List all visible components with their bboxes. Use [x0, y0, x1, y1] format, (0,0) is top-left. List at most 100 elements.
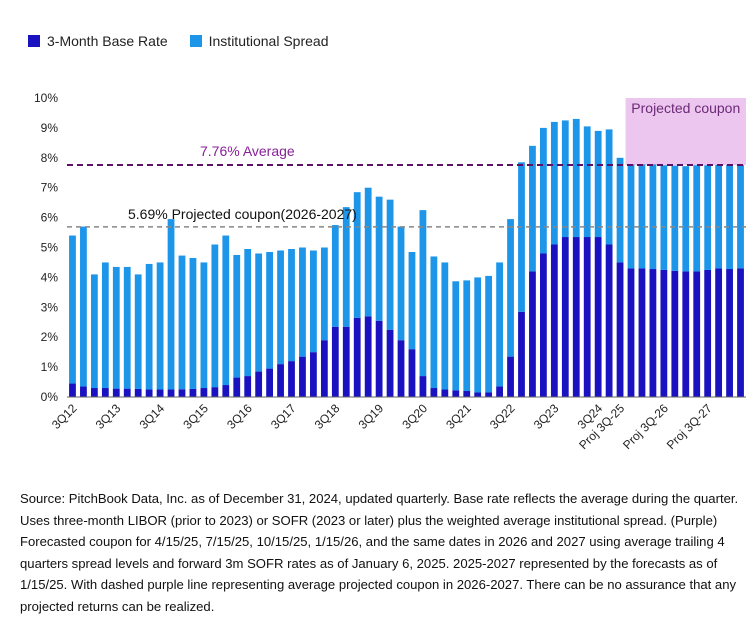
bar-spread: [649, 164, 657, 270]
average-line-label: 7.76% Average: [200, 143, 295, 159]
bar-spread: [474, 277, 482, 393]
y-tick-label: 1%: [41, 360, 59, 374]
bar-base-rate: [616, 262, 624, 397]
bar-spread: [80, 226, 87, 387]
bar-spread: [671, 165, 679, 271]
bar-spread: [682, 166, 690, 272]
bar-spread: [452, 281, 460, 391]
bar-base-rate: [90, 388, 98, 397]
legend-swatch-spread: [189, 35, 202, 47]
bar-spread: [375, 196, 383, 321]
x-tick-label: 3Q16: [224, 401, 255, 432]
bar-base-rate: [715, 268, 723, 397]
bar-base-rate: [178, 389, 186, 397]
bar-base-rate: [211, 387, 219, 397]
bar-spread: [704, 165, 712, 270]
bar-base-rate: [397, 340, 405, 397]
projected-region-label: Projected coupon: [631, 100, 740, 116]
bar-spread: [342, 207, 350, 327]
bar-base-rate: [310, 352, 317, 397]
bar-spread: [507, 219, 514, 357]
bar-base-rate: [342, 326, 350, 397]
y-tick-label: 10%: [34, 91, 58, 105]
projected-coupon-label: 5.69% Projected coupon(2026-2027): [128, 206, 357, 222]
bar-spread: [233, 254, 241, 378]
bar-spread: [211, 244, 219, 388]
bar-spread: [715, 164, 723, 269]
bar-base-rate: [189, 388, 197, 397]
bar-chart: 0% 1% 2% 3% 4% 5% 6% 7% 8% 9% 10% 3Q12 3Q13 3Q14 3Q15 3…: [34, 91, 746, 452]
legend-label-base-rate: 3-Month Base Rate: [47, 33, 168, 49]
bar-base-rate: [331, 326, 339, 397]
bar-spread: [90, 274, 98, 389]
bar-spread: [485, 275, 493, 393]
bar-base-rate: [145, 389, 153, 397]
bar-base-rate: [353, 317, 361, 397]
bar-base-rate: [134, 388, 142, 397]
x-tick-label: 3Q12: [49, 401, 80, 432]
bar-spread: [496, 262, 503, 387]
y-tick-label: 7%: [41, 181, 59, 195]
bar-spread: [277, 250, 284, 365]
bar-spread: [310, 250, 317, 353]
bar-base-rate: [649, 269, 657, 397]
bar-base-rate: [299, 356, 306, 397]
bar-spread: [605, 129, 613, 245]
legend-item-spread: Institutional Spread: [189, 33, 328, 49]
bar-spread: [288, 248, 295, 362]
x-tick-label: 3Q21: [443, 401, 474, 432]
bar-base-rate: [550, 244, 558, 397]
bar-base-rate: [408, 349, 416, 397]
bar-spread: [594, 130, 602, 238]
bar-spread: [364, 187, 372, 317]
bar-spread: [123, 266, 131, 389]
bar-base-rate: [561, 237, 569, 397]
x-tick-label: 3Q23: [531, 401, 562, 432]
bar-spread: [561, 120, 569, 238]
bar-base-rate: [277, 364, 284, 397]
bar-spread: [627, 164, 635, 269]
bar-base-rate: [627, 268, 635, 397]
bar-spread: [222, 235, 230, 386]
bar-base-rate: [638, 268, 646, 397]
bar-base-rate: [419, 376, 427, 397]
x-tick-label: 3Q15: [180, 401, 211, 432]
bar-spread: [572, 118, 580, 238]
bar-spread: [244, 248, 252, 377]
bar-base-rate: [222, 385, 230, 397]
bar-spread: [463, 280, 471, 392]
bar-base-rate: [320, 340, 328, 397]
bar-base-rate: [682, 271, 690, 397]
bar-spread: [441, 262, 449, 390]
bar-base-rate: [386, 329, 394, 397]
x-tick-label: Proj 3Q-26: [620, 401, 671, 452]
bar-spread: [419, 210, 427, 377]
bar-base-rate: [452, 390, 460, 397]
bar-base-rate: [430, 388, 438, 397]
bar-base-rate: [529, 271, 536, 397]
bar-base-rate: [112, 388, 120, 397]
bar-base-rate: [605, 244, 613, 397]
y-tick-label: 2%: [41, 330, 59, 344]
bar-spread: [550, 121, 558, 245]
bar-spread: [638, 164, 646, 269]
bar-base-rate: [507, 356, 514, 397]
y-tick-label: 8%: [41, 151, 59, 165]
bar-spread: [540, 127, 547, 254]
bar-spread: [726, 164, 733, 270]
bar-spread: [145, 263, 153, 390]
bar-base-rate: [726, 269, 733, 397]
bar-base-rate: [693, 271, 701, 397]
bar-base-rate: [375, 320, 383, 397]
bar-base-rate: [518, 311, 525, 397]
bar-spread: [101, 262, 109, 389]
bar-base-rate: [583, 237, 591, 397]
bar-base-rate: [156, 389, 164, 397]
bar-spread: [255, 253, 263, 372]
bar-spread: [178, 255, 186, 390]
bar-base-rate: [244, 376, 252, 397]
bar-base-rate: [288, 361, 295, 397]
bar-base-rate: [200, 388, 208, 397]
bar-base-rate: [266, 368, 273, 397]
x-tick-label: 3Q14: [137, 401, 168, 432]
